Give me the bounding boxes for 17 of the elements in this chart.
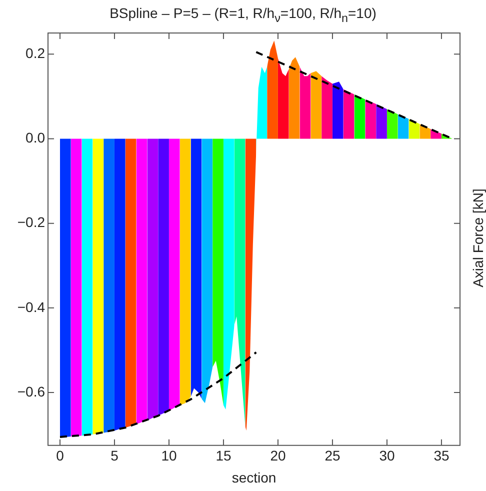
y-tick-label: −0.6 (17, 383, 46, 400)
y-tick-label: −0.2 (17, 214, 46, 230)
x-tick-label: 0 (56, 448, 64, 464)
line-series (58, 351, 258, 438)
x-tick-label: 5 (110, 448, 119, 464)
x-tick-label: 10 (161, 448, 177, 464)
x-tick-label: 35 (434, 448, 450, 464)
y-tick-label: −0.4 (17, 298, 46, 315)
x-tick-label: 30 (379, 448, 395, 464)
x-tick-label: 15 (216, 448, 232, 464)
x-tick-label: 20 (270, 448, 286, 464)
chart-title: BSpline – P=5 – (R=1, R/h$_{ν}$=100, R/h$_{n}$=10) (108, 5, 378, 25)
x-axis-title: section (232, 469, 276, 486)
y-tick-label: 0.0 (26, 130, 46, 146)
y-tick-label: 0.2 (26, 45, 46, 62)
y-axis-title: Axial Force [kN] (470, 188, 486, 288)
x-tick-label: 25 (324, 448, 340, 464)
